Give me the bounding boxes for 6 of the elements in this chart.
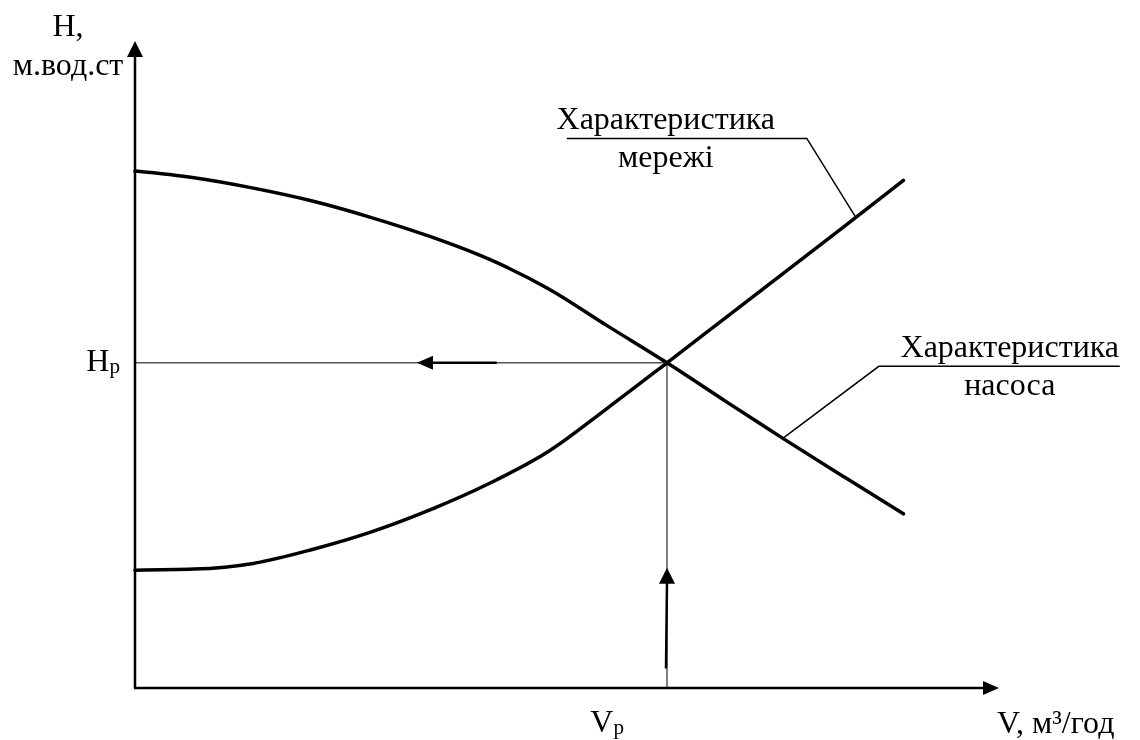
x-axis-title: V, м³/год xyxy=(997,704,1115,740)
text: Характеристика насоса xyxy=(900,328,1120,403)
text: Характеристика мережі xyxy=(556,100,776,175)
text: V$_{р}$ xyxy=(590,703,624,739)
ref-line-label: H$_{р}$ xyxy=(86,341,120,378)
y-axis-title: H, м.вод.ст xyxy=(12,7,124,82)
